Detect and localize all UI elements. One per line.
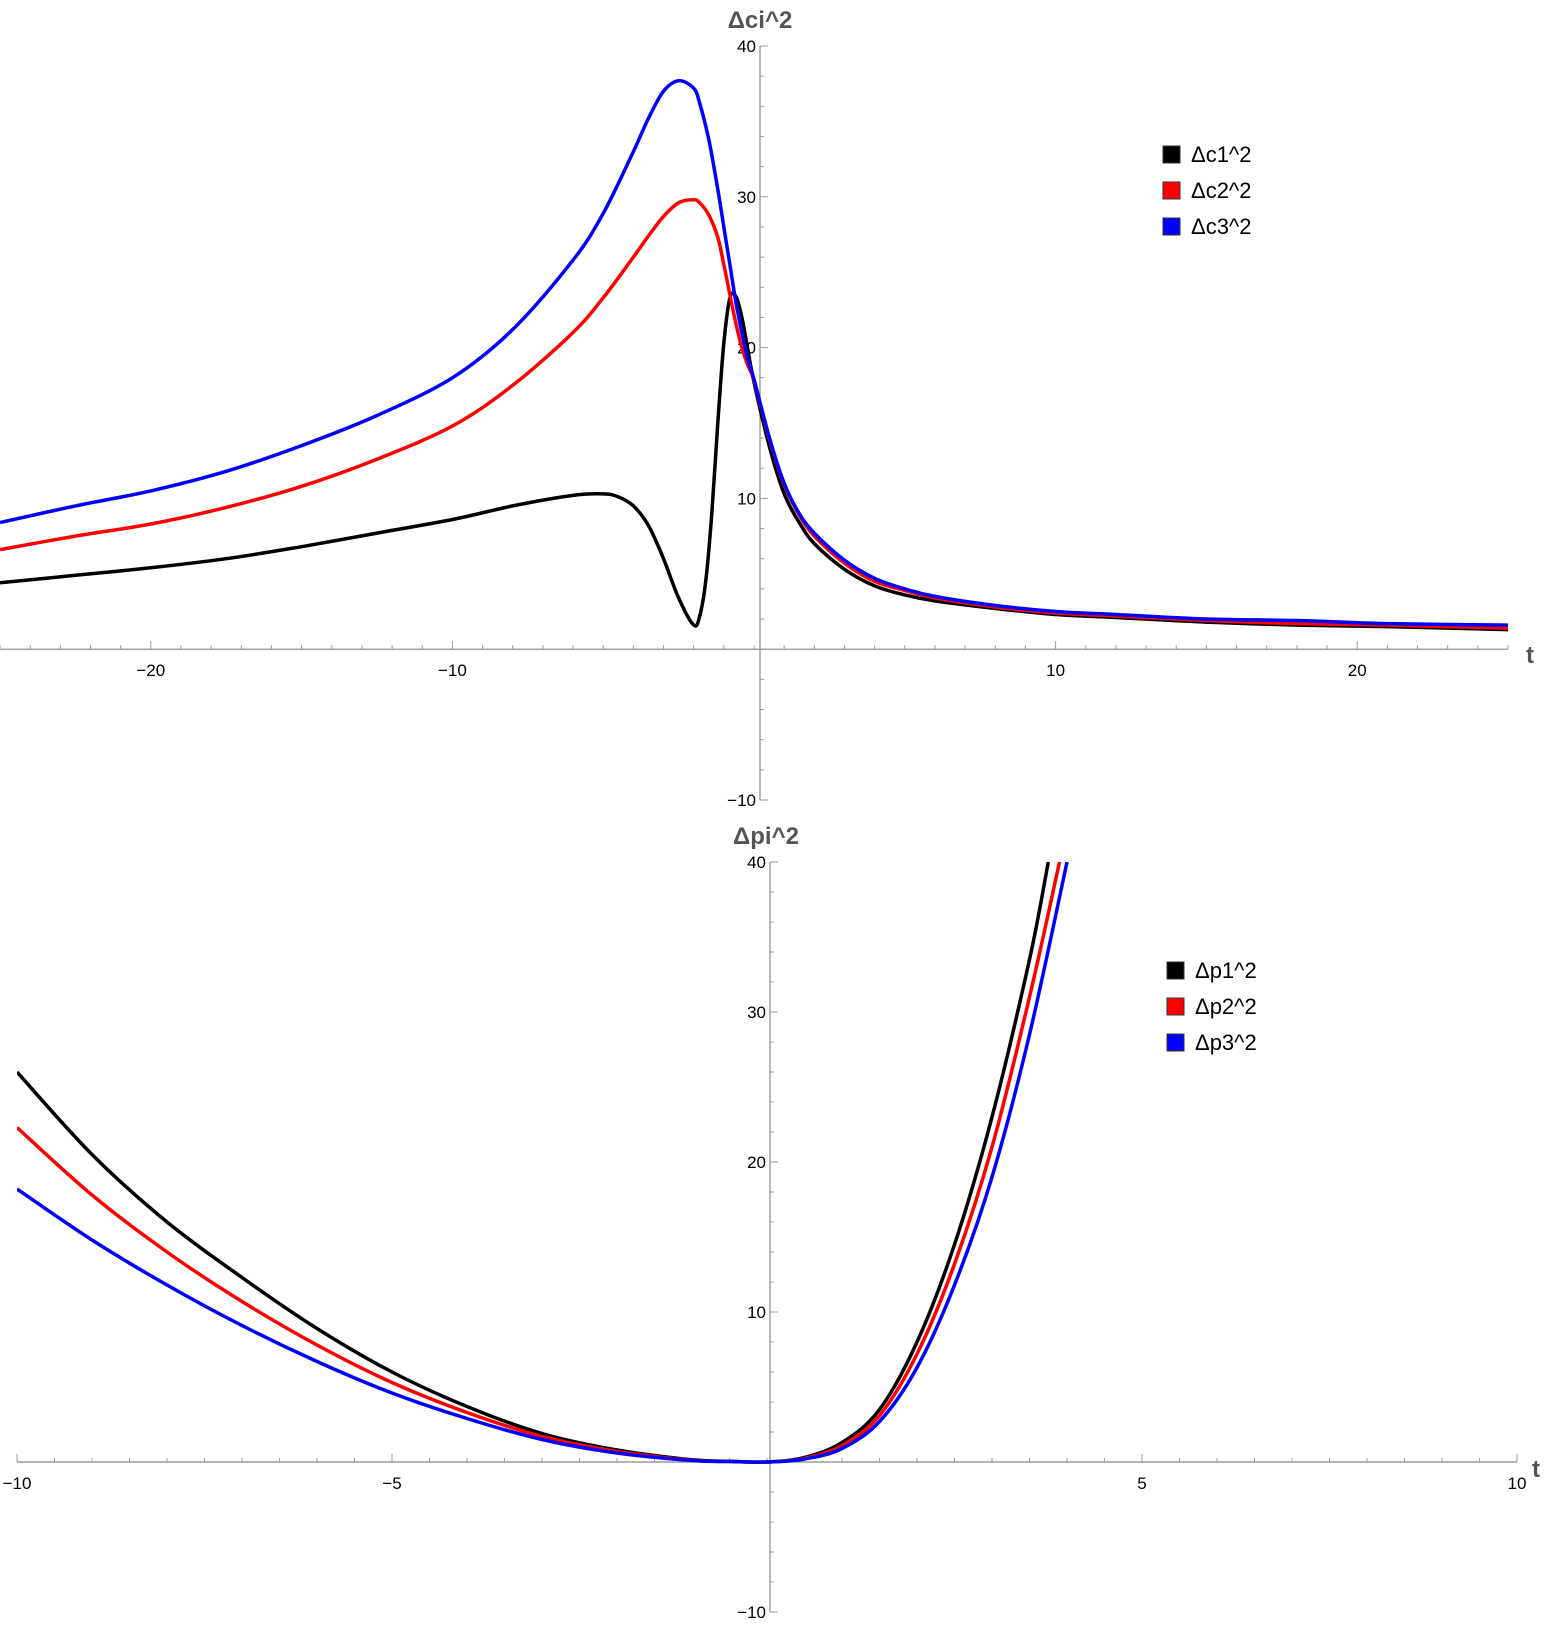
y-tick-label: −10	[727, 791, 756, 810]
y-tick-label: 10	[747, 1303, 766, 1322]
x-tick-label: −20	[136, 661, 165, 680]
x-tick-label: −10	[3, 1474, 32, 1493]
y-axis-title: Δci^2	[728, 7, 793, 34]
series-line-1	[17, 862, 1051, 1464]
y-tick-label: 30	[747, 1003, 766, 1022]
series-line-3	[0, 78, 1508, 627]
y-tick-label: 40	[737, 37, 756, 56]
x-tick-label: −5	[382, 1474, 401, 1493]
series-line-3	[17, 862, 1069, 1464]
series-line-2	[0, 198, 1508, 630]
x-tick-label: 10	[1508, 1474, 1527, 1493]
bottom-chart-dpi: −10 −5 5 10 −10 10 20 30 40 Δpi^2 t Δp1^2 Δp2^2 Δp3^2	[3, 823, 1540, 1622]
legend-swatch	[1166, 997, 1185, 1016]
y-tick-label: −10	[737, 1603, 766, 1622]
y-tick-label: 40	[747, 853, 766, 872]
x-tick-label: 5	[1137, 1474, 1146, 1493]
top-chart-dci: −20 −10 10 20−1010203040Δci^2tΔc1^2Δc2^2Δc3…	[0, 7, 1534, 810]
legend-swatch	[1162, 181, 1181, 200]
legend-swatch	[1162, 145, 1181, 164]
x-tick-label: −10	[438, 661, 467, 680]
x-axis-title: t	[1526, 642, 1534, 669]
legend-label: Δp3^2	[1195, 1030, 1257, 1055]
legend-swatch	[1166, 961, 1185, 980]
legend-label: Δp1^2	[1195, 958, 1257, 983]
legend-swatch	[1166, 1033, 1185, 1052]
y-axis-title: Δpi^2	[733, 823, 799, 850]
y-tick-label: 10	[737, 489, 756, 508]
x-axis-title: t	[1532, 1456, 1540, 1483]
legend-label: Δc2^2	[1191, 178, 1252, 203]
y-tick-label: 30	[737, 188, 756, 207]
legend-label: Δc1^2	[1191, 142, 1252, 167]
legend-label: Δc3^2	[1191, 214, 1252, 239]
legend-swatch	[1162, 217, 1181, 236]
y-tick-label: 20	[747, 1153, 766, 1172]
x-tick-label: 20	[1348, 661, 1367, 680]
legend-label: Δp2^2	[1195, 994, 1257, 1019]
x-tick-label: 10	[1046, 661, 1065, 680]
